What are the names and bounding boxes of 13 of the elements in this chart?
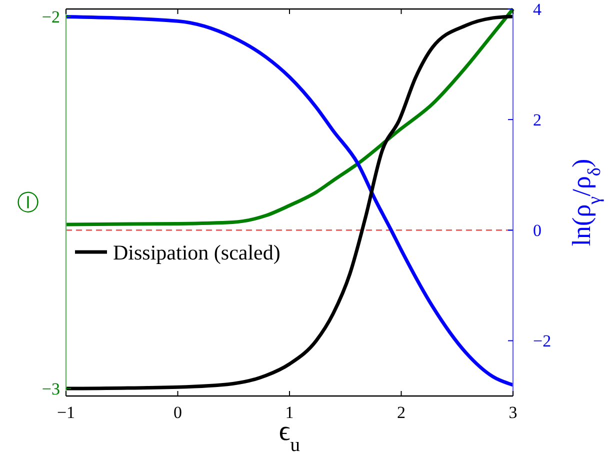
y2-tick-label: 2 xyxy=(533,110,542,130)
y2-tick-label: 4 xyxy=(533,0,542,19)
y-axis-title: Ⓘ xyxy=(17,190,39,216)
x-tick-label: 2 xyxy=(397,403,406,422)
y2-tick-label: 0 xyxy=(533,221,542,240)
line-series xyxy=(64,7,515,226)
x-tick-label: 1 xyxy=(285,403,294,422)
x-tick-label: −1 xyxy=(56,403,76,422)
legend-label: Dissipation (scaled) xyxy=(113,240,280,264)
x-tick-label: 0 xyxy=(174,403,182,422)
x-tick-label: 3 xyxy=(508,403,518,422)
y-tick-label: −3 xyxy=(42,380,60,399)
y2-tick-label: −2 xyxy=(533,332,552,351)
